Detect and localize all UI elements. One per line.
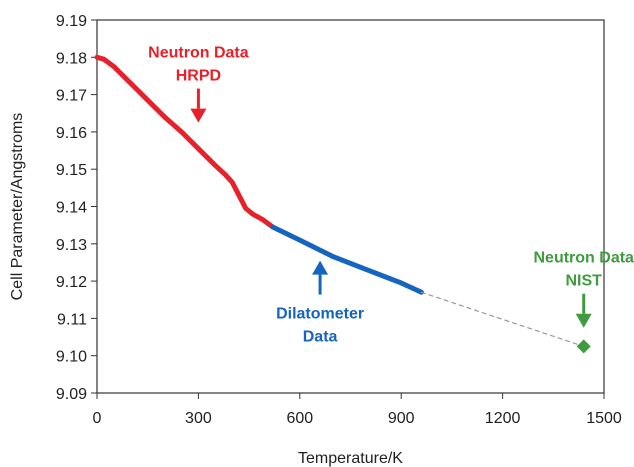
nist-arrow-head xyxy=(575,313,592,328)
extrapolation-line xyxy=(420,291,585,347)
x-tick-label: 0 xyxy=(93,410,102,427)
hrpd-arrow-head xyxy=(190,108,207,123)
x-axis-label: Temperature/K xyxy=(298,450,403,467)
y-tick-label: 9.12 xyxy=(56,274,87,291)
x-tick-label: 300 xyxy=(185,410,212,427)
tick-labels: 9.09 9.10 9.11 9.12 9.13 9.14 9.15 9.16 9.17 9.18… xyxy=(56,13,622,427)
hrpd-series-line xyxy=(94,54,276,230)
dilatometer-series-line xyxy=(270,224,424,295)
x-tick-label: 900 xyxy=(388,410,415,427)
y-tick-label: 9.13 xyxy=(56,237,87,254)
x-tick-label: 600 xyxy=(286,410,313,427)
y-tick-label: 9.14 xyxy=(56,200,87,217)
y-tick-label: 9.18 xyxy=(56,50,87,67)
dilatometer-annotation-label: Dilatometer xyxy=(276,306,364,323)
y-tick-label: 9.15 xyxy=(56,162,87,179)
plot-frame xyxy=(96,19,605,394)
y-tick-label: 9.17 xyxy=(56,88,87,105)
y-tick-label: 9.10 xyxy=(56,349,87,366)
axes xyxy=(91,19,605,399)
dilatometer-arrow-head xyxy=(312,260,329,275)
hrpd-annotation-label: HRPD xyxy=(176,68,221,85)
series-lines xyxy=(94,54,591,354)
y-tick-label: 9.11 xyxy=(57,311,87,328)
y-tick-label: 9.16 xyxy=(56,125,87,142)
annotations: Neutron Data HRPD Dilatometer Data Neutron D… xyxy=(148,45,634,346)
y-tick-label: 9.19 xyxy=(56,13,87,30)
x-tick-label: 1500 xyxy=(586,410,622,427)
hrpd-annotation-label: Neutron Data xyxy=(148,45,249,62)
nist-annotation-label: NIST xyxy=(565,273,602,290)
y-axis-label: Cell Parameter/Angstroms xyxy=(9,113,26,301)
y-tick-label: 9.09 xyxy=(56,386,87,403)
x-tick-label: 1200 xyxy=(485,410,521,427)
dilatometer-annotation-label: Data xyxy=(303,329,338,346)
nist-data-point xyxy=(576,339,591,354)
nist-annotation-label: Neutron Data xyxy=(533,250,634,267)
